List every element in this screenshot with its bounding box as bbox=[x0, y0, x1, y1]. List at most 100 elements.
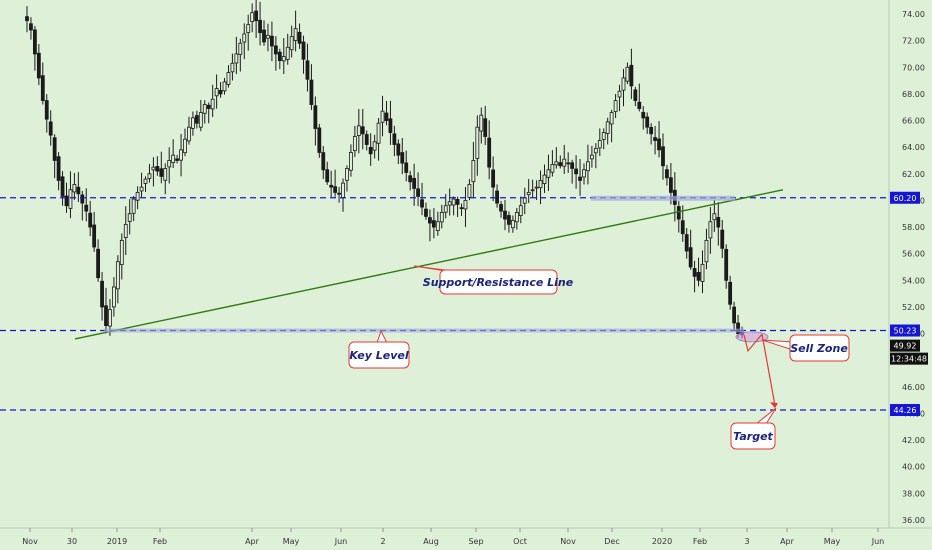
candle-body bbox=[76, 186, 81, 195]
candle-body bbox=[431, 220, 436, 228]
price-tags: 60.20 50.23 44.26 49.92 12:34:48 bbox=[890, 191, 928, 417]
candle-body bbox=[629, 64, 634, 87]
key-level-zone[interactable] bbox=[104, 328, 744, 333]
candle-body bbox=[708, 221, 713, 239]
candle-body bbox=[175, 158, 180, 161]
candle-body bbox=[625, 66, 630, 82]
sell-zone-ellipse[interactable] bbox=[735, 331, 769, 343]
price-tag bbox=[890, 324, 920, 337]
candle-body bbox=[712, 213, 717, 221]
candle-body bbox=[499, 204, 503, 212]
candle-body bbox=[104, 305, 108, 326]
candle-body bbox=[558, 162, 563, 167]
candle-body bbox=[80, 194, 85, 204]
candle-body bbox=[736, 322, 740, 334]
candle-body bbox=[526, 192, 531, 196]
candle-body bbox=[230, 62, 235, 73]
candle-body bbox=[534, 186, 539, 189]
support-resistance-line[interactable] bbox=[74, 189, 784, 340]
candle-body bbox=[329, 184, 334, 188]
candle-body bbox=[562, 158, 567, 167]
candle-body bbox=[321, 152, 326, 171]
key-level-callout[interactable]: Key Level bbox=[348, 329, 410, 369]
candle-body bbox=[491, 169, 496, 188]
candle-body bbox=[305, 60, 310, 80]
candle-body bbox=[665, 169, 669, 179]
target-arrowhead bbox=[770, 402, 778, 409]
candle-body bbox=[384, 112, 389, 121]
candle-body bbox=[155, 166, 160, 172]
candle-body bbox=[538, 180, 543, 189]
candle-body bbox=[147, 173, 152, 179]
price-tag bbox=[890, 404, 920, 417]
candle-body bbox=[641, 111, 646, 119]
candle-body bbox=[720, 229, 725, 249]
candle-body bbox=[139, 186, 144, 192]
candle-body bbox=[692, 268, 697, 277]
candle-body bbox=[554, 161, 559, 166]
candle-body bbox=[187, 126, 191, 142]
candle-body bbox=[226, 72, 231, 85]
candle-body bbox=[589, 154, 594, 160]
candle-body bbox=[202, 104, 207, 114]
candle-body bbox=[467, 184, 472, 198]
candle-body bbox=[688, 247, 693, 268]
candle-body bbox=[360, 126, 365, 135]
candle-body bbox=[143, 178, 148, 184]
candle-body bbox=[728, 281, 733, 305]
candle-body bbox=[289, 36, 294, 51]
sell-zone-callout[interactable]: Sell Zone bbox=[761, 334, 850, 362]
candle-body bbox=[428, 217, 432, 224]
candle-body bbox=[25, 16, 29, 22]
candle-body bbox=[404, 162, 409, 173]
resistance-zone[interactable] bbox=[591, 195, 735, 201]
price-tick-label: 74.00 bbox=[902, 10, 925, 19]
candle-body bbox=[88, 212, 93, 228]
candle-body bbox=[352, 136, 357, 152]
candle-body bbox=[510, 219, 515, 229]
time-tick-label: Dec bbox=[604, 537, 619, 546]
price-tick-label: 36.00 bbox=[902, 516, 925, 525]
price-tick-label: 68.00 bbox=[902, 90, 925, 99]
candle-body bbox=[100, 280, 104, 308]
candle-body bbox=[507, 215, 511, 225]
price-tag bbox=[890, 339, 920, 352]
candle-body bbox=[273, 45, 278, 55]
target-arrow bbox=[761, 334, 776, 406]
countdown-label: 12:34:48 bbox=[891, 355, 927, 364]
candle-body bbox=[119, 239, 124, 266]
candle-body bbox=[44, 100, 49, 120]
candle-body bbox=[463, 200, 468, 210]
candle-body bbox=[609, 112, 614, 125]
time-tick-label: Jun bbox=[334, 537, 348, 546]
candle-body bbox=[242, 33, 247, 43]
candle-body bbox=[400, 152, 405, 164]
candle-body bbox=[621, 77, 626, 91]
price-tick-label: 42.00 bbox=[902, 436, 925, 445]
candle-body bbox=[633, 89, 638, 101]
candle-body bbox=[325, 169, 330, 183]
price-tick-label: 52.00 bbox=[902, 303, 925, 312]
candle-body bbox=[696, 272, 701, 281]
time-tick-label: May bbox=[283, 537, 300, 546]
candle-body bbox=[459, 207, 464, 210]
price-tick-label: 40.00 bbox=[902, 463, 925, 472]
price-tick-label: 38.00 bbox=[902, 489, 925, 498]
candle-body bbox=[364, 134, 369, 145]
candle-body bbox=[29, 23, 33, 31]
time-tick-label: May bbox=[824, 537, 841, 546]
support-resistance-callout[interactable]: Support/Resistance Line bbox=[413, 265, 574, 295]
callout-box bbox=[789, 334, 850, 362]
candle-body bbox=[380, 110, 385, 123]
candle-body bbox=[550, 164, 555, 173]
candle-body bbox=[661, 146, 665, 167]
target-callout[interactable]: Target bbox=[730, 407, 777, 450]
candle-body bbox=[127, 213, 132, 222]
candle-body bbox=[171, 154, 176, 164]
candle-body bbox=[206, 104, 211, 109]
candle-body bbox=[684, 234, 689, 252]
candle-body bbox=[151, 166, 156, 171]
time-axis: Nov 30 2019 Feb Apr May Jun 2 Aug Sep Oct Nov Dec 202… bbox=[22, 528, 884, 546]
